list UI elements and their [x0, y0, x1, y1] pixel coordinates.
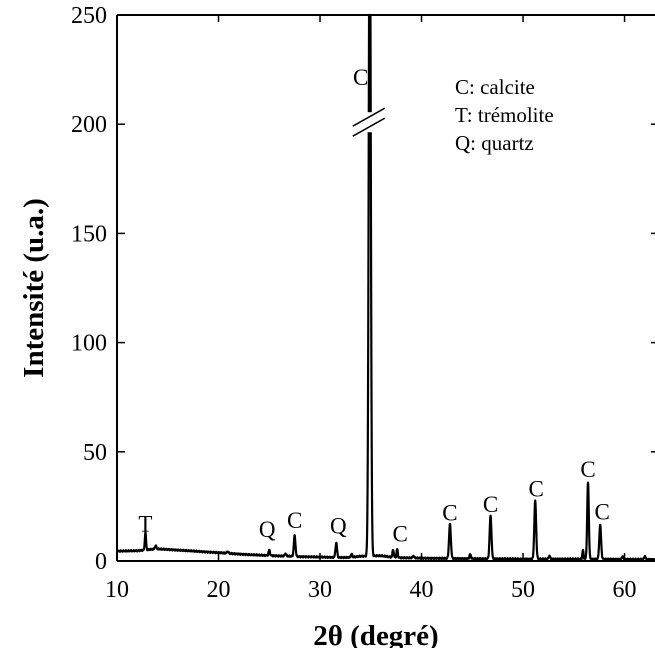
- axis-break-gap: [362, 112, 375, 133]
- peak-label-t: T: [138, 512, 152, 537]
- peak-label-c: C: [529, 477, 544, 502]
- y-axis-title: Intensité (u.a.): [18, 198, 50, 378]
- peak-label-c: C: [393, 521, 408, 546]
- y-axis: 0 50 100 150 200 250: [71, 3, 655, 575]
- x-tick-label: 10: [105, 577, 129, 603]
- legend-entry: Q: quartz: [455, 131, 534, 155]
- legend-entry: C: calcite: [455, 75, 535, 99]
- y-tick-label: 100: [71, 331, 107, 357]
- x-axis: 10 20 30 40 50 60: [105, 15, 637, 603]
- plot-frame: [116, 14, 655, 562]
- x-tick-label: 60: [613, 577, 637, 603]
- y-tick-label: 150: [71, 221, 107, 247]
- x-tick-label: 30: [308, 577, 332, 603]
- peak-label-c: C: [483, 492, 498, 517]
- peak-label-c: C: [595, 500, 610, 525]
- x-tick-label: 20: [207, 577, 231, 603]
- legend-entry: T: trémolite: [455, 103, 554, 127]
- x-axis-title: 2θ (degré): [313, 620, 438, 648]
- axis-break-mark: [352, 107, 386, 137]
- peak-label-c: C: [353, 65, 368, 90]
- peak-label-q: Q: [259, 517, 276, 542]
- y-tick-label: 200: [71, 112, 107, 138]
- y-tick-label: 50: [83, 440, 107, 466]
- peak-label-q: Q: [330, 514, 347, 539]
- peak-label-c: C: [287, 508, 302, 533]
- axis-break-slash: [352, 117, 386, 137]
- peak-label-c: C: [580, 457, 595, 482]
- x-tick-label: 40: [410, 577, 434, 603]
- peak-label-c: C: [442, 501, 457, 526]
- axis-break-slash: [352, 107, 386, 127]
- diffraction-pattern-line: [116, 13, 655, 562]
- x-tick-label: 50: [511, 577, 535, 603]
- y-tick-label: 0: [95, 549, 107, 575]
- legend: C: calcite T: trémolite Q: quartz: [455, 75, 554, 155]
- y-tick-label: 250: [71, 3, 107, 29]
